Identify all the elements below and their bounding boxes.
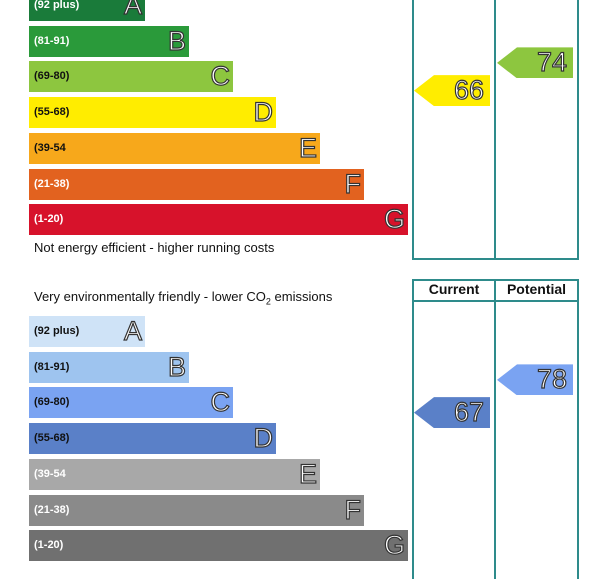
rating-band-d: (55-68) D (29, 422, 276, 455)
potential-rating-arrow: 74 (497, 47, 573, 79)
band-letter: E (298, 458, 317, 489)
band-letter: G (383, 530, 405, 561)
top-note: Very environmentally friendly - lower CO… (34, 289, 333, 307)
band-letter: A (123, 315, 142, 346)
band-range-label: (39-54 (34, 141, 66, 154)
band-letter: C (210, 61, 231, 92)
chart-right-border (577, 279, 579, 579)
potential-column-divider (494, 0, 496, 260)
potential-column-divider (494, 279, 496, 579)
current-rating-arrow: 66 (414, 75, 490, 107)
current-column-divider (412, 0, 414, 260)
potential-column-header: Potential (506, 281, 567, 297)
band-letter: F (344, 168, 362, 199)
band-range-label: (21-38) (34, 177, 70, 190)
band-letter: C (210, 387, 231, 418)
potential-rating-value: 74 (536, 47, 567, 78)
band-range-label: (21-38) (34, 503, 70, 516)
rating-band-c: (69-80) C (29, 387, 233, 419)
band-range-label: (1-20) (34, 539, 64, 552)
rating-band-c: (69-80) C (29, 61, 233, 93)
rating-band-b: (81-91) B (29, 25, 189, 57)
rating-band-g: (1-20) G (29, 530, 408, 562)
rating-band-g: (1-20) G (29, 204, 408, 236)
current-rating-value: 66 (453, 75, 484, 106)
header-top-border (412, 279, 579, 281)
rating-band-f: (21-38) F (29, 168, 364, 200)
rating-band-f: (21-38) F (29, 494, 364, 526)
band-letter: E (298, 132, 317, 163)
potential-rating-value: 78 (536, 364, 567, 395)
current-column-header: Current (428, 281, 480, 297)
current-column-divider (412, 279, 414, 579)
chart-right-border (577, 0, 579, 260)
band-range-label: (1-20) (34, 213, 64, 226)
band-range-label: (92 plus) (34, 0, 80, 11)
band-letter: A (123, 0, 142, 21)
rating-band-e: (39-54 E (29, 132, 320, 164)
current-rating-value: 67 (453, 397, 484, 428)
band-range-label: (39-54 (34, 467, 66, 480)
band-range-label: (55-68) (34, 106, 70, 119)
band-range-label: (69-80) (34, 70, 70, 83)
rating-band-b: (81-91) B (29, 351, 189, 383)
band-range-label: (69-80) (34, 396, 70, 409)
header-bottom-border (412, 300, 579, 302)
energy-efficiency-chart: (92 plus) A (81-91) B (69-80) C (55-68) D (39-54… (0, 0, 598, 260)
bottom-note: Not energy efficient - higher running co… (34, 240, 275, 255)
band-range-label: (81-91) (34, 360, 70, 373)
band-range-label: (81-91) (34, 34, 70, 47)
potential-rating-arrow: 78 (497, 364, 573, 396)
band-letter: B (167, 25, 186, 56)
environmental-impact-chart: Current Potential Very environmentally f… (0, 279, 598, 579)
band-letter: D (253, 422, 274, 454)
band-letter: B (167, 351, 186, 382)
rating-band-a: (92 plus) A (29, 0, 145, 21)
band-range-label: (55-68) (34, 432, 70, 445)
rating-band-d: (55-68) D (29, 96, 276, 129)
band-letter: D (253, 96, 274, 128)
band-letter: G (383, 204, 405, 235)
rating-band-e: (39-54 E (29, 458, 320, 490)
chart-bottom-border (412, 258, 579, 260)
band-letter: F (344, 494, 362, 525)
rating-band-a: (92 plus) A (29, 315, 145, 347)
band-range-label: (92 plus) (34, 325, 80, 337)
current-rating-arrow: 67 (414, 397, 490, 429)
